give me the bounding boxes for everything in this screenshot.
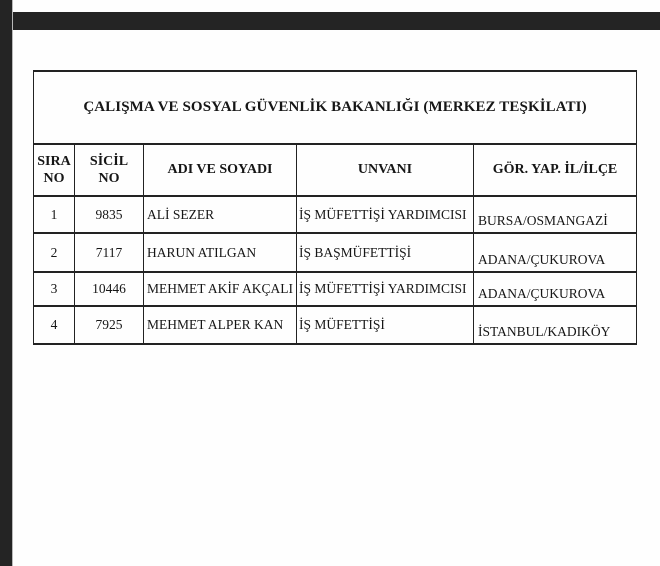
cell-sira-no: 4: [33, 305, 75, 345]
table-row: 2 7117 HARUN ATILGAN İŞ BAŞMÜFETTİŞİ ADA…: [33, 232, 638, 273]
cell-adi: MEHMET ALPER KAN: [143, 305, 297, 345]
cell-sira-no: 3: [33, 271, 75, 307]
cell-unvani: İŞ MÜFETTİŞİ: [296, 305, 474, 345]
cell-sicil-no: 10446: [74, 271, 144, 307]
scan-edge-top-bar: [11, 12, 660, 30]
col-header-adi: ADI VE SOYADI: [143, 143, 297, 197]
cell-il-ilce: BURSA/OSMANGAZİ: [472, 195, 638, 234]
table-title: ÇALIŞMA VE SOSYAL GÜVENLİK BAKANLIĞI (ME…: [32, 70, 638, 145]
cell-unvani: İŞ MÜFETTİŞİ YARDIMCISI: [296, 271, 474, 307]
table-row: 3 10446 MEHMET AKİF AKÇALI İŞ MÜFETTİŞİ …: [33, 271, 638, 307]
cell-sicil-no: 9835: [74, 195, 144, 234]
cell-sira-no: 1: [33, 195, 75, 234]
table-row: 4 7925 MEHMET ALPER KAN İŞ MÜFETTİŞİ İST…: [33, 305, 638, 345]
cell-il-ilce: İSTANBUL/KADIKÖY: [472, 305, 638, 345]
cell-adi: MEHMET AKİF AKÇALI: [143, 271, 297, 307]
scan-edge-left-bar: [0, 0, 13, 566]
cell-il-ilce: ADANA/ÇUKUROVA: [472, 232, 638, 273]
col-header-sira-no: SIRA NO: [33, 143, 75, 197]
cell-sicil-no: 7117: [74, 232, 144, 273]
cell-unvani: İŞ MÜFETTİŞİ YARDIMCISI: [296, 195, 474, 234]
cell-adi: ALİ SEZER: [143, 195, 297, 234]
cell-sira-no: 2: [33, 232, 75, 273]
col-header-il-ilce: GÖR. YAP. İL/İLÇE: [472, 143, 638, 197]
cell-unvani: İŞ BAŞMÜFETTİŞİ: [296, 232, 474, 273]
table-row: 1 9835 ALİ SEZER İŞ MÜFETTİŞİ YARDIMCISI…: [33, 195, 638, 234]
col-header-sicil-no: SİCİL NO: [74, 143, 144, 197]
table-header-row: SIRA NO SİCİL NO ADI VE SOYADI UNVANI GÖ…: [33, 143, 638, 197]
cell-adi: HARUN ATILGAN: [143, 232, 297, 273]
personnel-table: ÇALIŞMA VE SOSYAL GÜVENLİK BAKANLIĞI (ME…: [32, 70, 638, 345]
cell-il-ilce: ADANA/ÇUKUROVA: [472, 271, 638, 307]
col-header-unvani: UNVANI: [296, 143, 474, 197]
cell-sicil-no: 7925: [74, 305, 144, 345]
table-title-row: ÇALIŞMA VE SOSYAL GÜVENLİK BAKANLIĞI (ME…: [32, 70, 638, 145]
